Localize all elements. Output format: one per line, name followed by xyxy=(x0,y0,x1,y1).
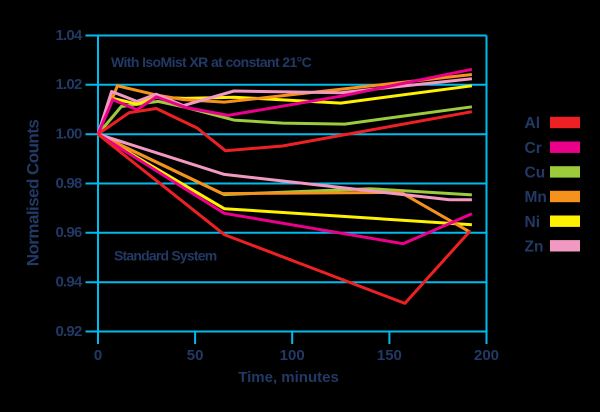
svg-text:100: 100 xyxy=(280,347,305,364)
svg-text:0.98: 0.98 xyxy=(56,175,82,192)
svg-text:0.96: 0.96 xyxy=(56,224,82,241)
svg-text:Ni: Ni xyxy=(525,214,541,231)
svg-text:Zn: Zn xyxy=(525,239,544,256)
svg-text:200: 200 xyxy=(474,347,499,364)
svg-text:Standard System: Standard System xyxy=(114,247,217,263)
svg-text:Normalised Counts: Normalised Counts xyxy=(24,120,43,267)
svg-text:1.00: 1.00 xyxy=(56,126,82,143)
svg-text:With IsoMist XR at constant 21: With IsoMist XR at constant 21°C xyxy=(111,54,312,70)
svg-text:Cr: Cr xyxy=(525,140,542,157)
svg-text:Time, minutes: Time, minutes xyxy=(238,369,339,386)
svg-text:1.02: 1.02 xyxy=(56,76,82,93)
svg-text:50: 50 xyxy=(187,347,204,364)
svg-text:150: 150 xyxy=(377,347,402,364)
svg-text:0.92: 0.92 xyxy=(56,323,82,340)
svg-text:Al: Al xyxy=(525,115,541,132)
svg-text:0.94: 0.94 xyxy=(56,274,83,291)
svg-text:Mn: Mn xyxy=(525,189,547,206)
svg-text:1.04: 1.04 xyxy=(56,27,83,44)
svg-text:Cu: Cu xyxy=(525,165,546,182)
svg-text:0: 0 xyxy=(94,347,102,364)
